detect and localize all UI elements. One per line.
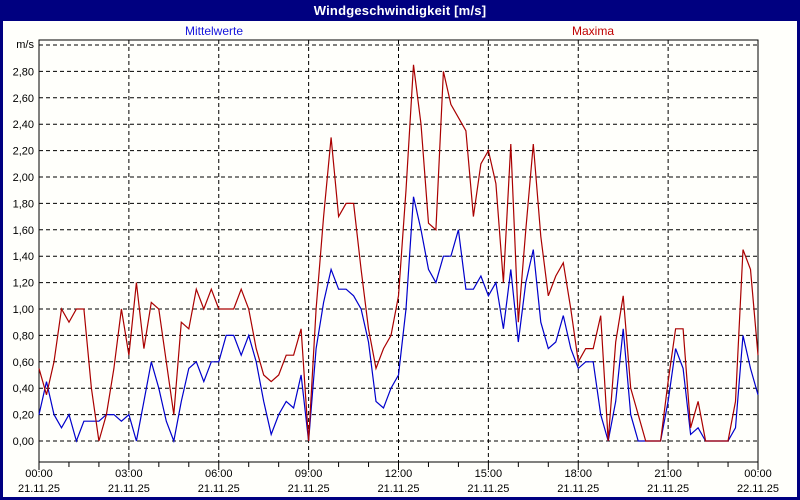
svg-text:21.11.25: 21.11.25 — [108, 483, 150, 495]
svg-text:21.11.25: 21.11.25 — [198, 483, 240, 495]
title-bar: Windgeschwindigkeit [m/s] — [0, 0, 800, 21]
svg-text:0,00: 0,00 — [13, 436, 34, 448]
svg-text:21.11.25: 21.11.25 — [18, 483, 60, 495]
svg-text:1,00: 1,00 — [13, 304, 34, 316]
legend-maxima: Maxima — [572, 24, 615, 38]
svg-text:1,20: 1,20 — [13, 278, 34, 290]
svg-text:21.11.25: 21.11.25 — [288, 483, 330, 495]
svg-text:06:00: 06:00 — [205, 468, 233, 480]
svg-text:0,20: 0,20 — [13, 410, 34, 422]
svg-text:00:00: 00:00 — [744, 468, 772, 480]
svg-text:21:00: 21:00 — [654, 468, 682, 480]
svg-text:1,80: 1,80 — [13, 198, 34, 210]
svg-text:2,40: 2,40 — [13, 119, 34, 131]
svg-text:22.11.25: 22.11.25 — [737, 483, 779, 495]
svg-text:21.11.25: 21.11.25 — [467, 483, 509, 495]
svg-text:2,60: 2,60 — [13, 93, 34, 105]
y-axis-unit: m/s — [16, 39, 34, 51]
svg-text:1,40: 1,40 — [13, 251, 34, 263]
svg-text:1,60: 1,60 — [13, 225, 34, 237]
svg-text:0,40: 0,40 — [13, 383, 34, 395]
svg-text:09:00: 09:00 — [295, 468, 323, 480]
page-title: Windgeschwindigkeit [m/s] — [313, 3, 487, 18]
svg-text:2,20: 2,20 — [13, 146, 34, 158]
svg-text:2,80: 2,80 — [13, 66, 34, 78]
svg-text:2,00: 2,00 — [13, 172, 34, 184]
svg-text:0,80: 0,80 — [13, 330, 34, 342]
svg-text:21.11.25: 21.11.25 — [377, 483, 419, 495]
series-mittelwerte — [38, 196, 759, 444]
series-maxima — [38, 64, 759, 442]
svg-text:00:00: 00:00 — [25, 468, 53, 480]
svg-text:0,60: 0,60 — [13, 357, 34, 369]
svg-text:03:00: 03:00 — [115, 468, 143, 480]
svg-text:12:00: 12:00 — [385, 468, 413, 480]
svg-text:15:00: 15:00 — [475, 468, 503, 480]
svg-text:18:00: 18:00 — [564, 468, 592, 480]
legend-mittelwerte: Mittelwerte — [185, 24, 244, 38]
svg-text:21.11.25: 21.11.25 — [557, 483, 599, 495]
svg-text:21.11.25: 21.11.25 — [647, 483, 689, 495]
